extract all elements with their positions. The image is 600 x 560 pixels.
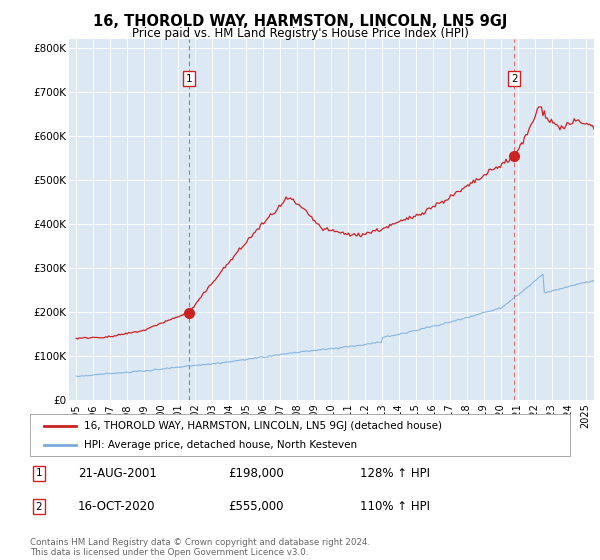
Text: Contains HM Land Registry data © Crown copyright and database right 2024.
This d: Contains HM Land Registry data © Crown c… <box>30 538 370 557</box>
Text: Price paid vs. HM Land Registry's House Price Index (HPI): Price paid vs. HM Land Registry's House … <box>131 27 469 40</box>
Text: 128% ↑ HPI: 128% ↑ HPI <box>360 466 430 480</box>
Text: 21-AUG-2001: 21-AUG-2001 <box>78 466 157 480</box>
Text: 16-OCT-2020: 16-OCT-2020 <box>78 500 155 514</box>
Text: HPI: Average price, detached house, North Kesteven: HPI: Average price, detached house, Nort… <box>84 440 357 450</box>
Text: 16, THOROLD WAY, HARMSTON, LINCOLN, LN5 9GJ (detached house): 16, THOROLD WAY, HARMSTON, LINCOLN, LN5 … <box>84 421 442 431</box>
Text: 110% ↑ HPI: 110% ↑ HPI <box>360 500 430 514</box>
Text: 1: 1 <box>35 468 43 478</box>
Text: £198,000: £198,000 <box>228 466 284 480</box>
Text: 16, THOROLD WAY, HARMSTON, LINCOLN, LN5 9GJ: 16, THOROLD WAY, HARMSTON, LINCOLN, LN5 … <box>93 14 507 29</box>
Text: 2: 2 <box>35 502 43 512</box>
Text: 1: 1 <box>186 74 193 84</box>
Text: 2: 2 <box>511 74 518 84</box>
Text: £555,000: £555,000 <box>228 500 284 514</box>
